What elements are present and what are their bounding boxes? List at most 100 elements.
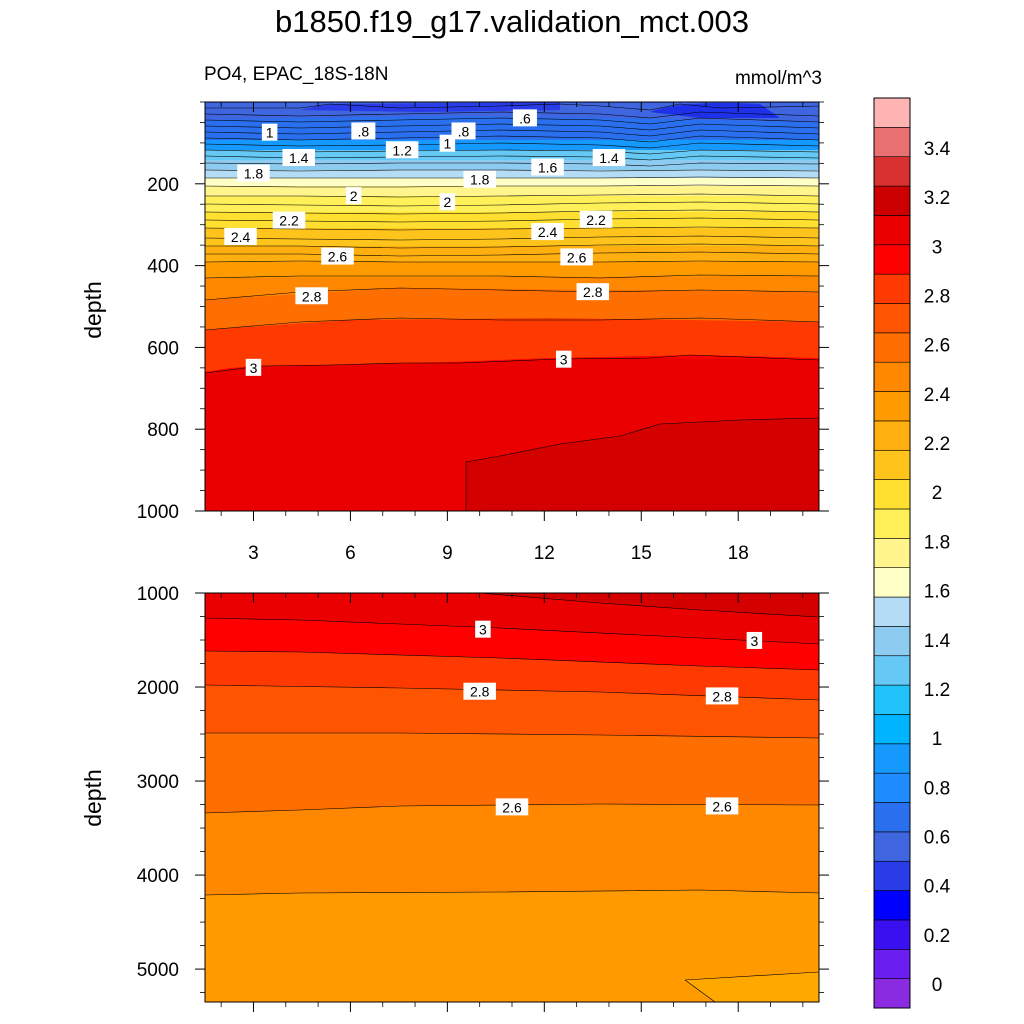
contour-label: 2.8	[583, 284, 603, 300]
colorbar-swatch	[873, 860, 911, 891]
y-tick-label: 1000	[137, 502, 179, 523]
y-tick-label: 4000	[137, 866, 179, 887]
x-tick-label: 18	[728, 543, 749, 564]
contour-label: 1.8	[244, 166, 264, 182]
variable-region-label: PO4, EPAC_18S-18N	[204, 64, 389, 85]
contour-label-box	[592, 149, 626, 167]
contour-label: 1.2	[392, 142, 412, 158]
contour-label: 1.8	[470, 172, 490, 188]
contour-label-box	[245, 358, 262, 376]
colorbar-swatch	[873, 538, 911, 568]
contour-label: 1.4	[289, 150, 309, 166]
colorbar-label: 2	[932, 483, 943, 504]
colorbar-swatch	[873, 508, 911, 539]
units-label: mmol/m^3	[734, 68, 822, 89]
contour-label: 2.8	[470, 684, 490, 700]
colorbar-swatch	[873, 332, 911, 363]
colorbar-label: 0.8	[924, 778, 950, 799]
contour-label: 2.6	[502, 799, 522, 815]
contour-label-box	[531, 158, 564, 176]
contour-label: 2	[443, 194, 451, 210]
colorbar-swatch	[873, 273, 911, 304]
contour-label: 3	[750, 633, 758, 649]
contour-label-box	[475, 620, 491, 638]
contour-label: 2.6	[328, 249, 348, 265]
contour-label: 1	[443, 136, 451, 152]
contour-label-box	[385, 141, 419, 159]
contour-label-box	[321, 247, 354, 265]
x-tick-label: 6	[345, 543, 356, 564]
contour-label: .8	[458, 123, 470, 139]
x-tick-label: 15	[631, 543, 652, 564]
upper-panel-fill	[205, 102, 819, 511]
colorbar-label: 3.2	[924, 188, 950, 209]
colorbar-label: 1.2	[924, 680, 950, 701]
colorbar-label: 2.8	[924, 287, 950, 308]
colorbar-swatch	[873, 156, 911, 187]
contour-label-box	[579, 210, 613, 228]
contour-label: 2.8	[712, 688, 732, 704]
colorbar-label: 1.8	[924, 532, 950, 553]
contour-label-box	[705, 687, 739, 705]
contour-label: .8	[358, 123, 370, 139]
colorbar-label: 1.4	[924, 631, 951, 652]
x-tick-label: 3	[248, 543, 259, 564]
colorbar-label: 1.6	[924, 582, 950, 603]
contour-label-box	[224, 227, 257, 245]
colorbar-swatch	[873, 684, 911, 715]
y-tick-label: 800	[147, 420, 179, 441]
contour-label: 2.4	[231, 229, 251, 245]
contour-label-box	[295, 287, 328, 305]
contour-label-box	[345, 187, 362, 205]
colorbar-swatch	[873, 831, 911, 862]
colorbar-swatch	[873, 596, 911, 627]
contour-label-box	[261, 123, 278, 141]
contour-label-box	[560, 248, 593, 266]
x-tick-label: 12	[534, 543, 555, 564]
colorbar-swatch	[873, 978, 911, 1009]
colorbar-label: 1	[932, 729, 943, 750]
contour-label: 2	[350, 188, 358, 204]
contour-label: 3	[250, 360, 258, 376]
colorbar-frame	[873, 97, 911, 1009]
colorbar-swatch	[873, 919, 911, 950]
colorbar-swatch	[873, 361, 911, 392]
contour-label: 2.4	[538, 224, 558, 240]
contour-label: 3	[560, 352, 568, 368]
contour-label: 3	[479, 622, 487, 638]
colorbar-swatch	[873, 420, 911, 451]
contour-label: 2.2	[586, 212, 606, 228]
colorbar-label: 3	[932, 237, 943, 258]
contour-label-box	[576, 283, 610, 301]
contour-label: 1.4	[599, 150, 619, 166]
colorbar-swatch	[873, 303, 911, 334]
contour-label-box	[351, 122, 376, 140]
y-tick-label: 200	[147, 175, 179, 196]
contour-label: 2.8	[302, 288, 322, 304]
colorbar-swatch	[873, 626, 911, 657]
y-tick-label: 1000	[137, 584, 179, 605]
colorbar-swatch	[873, 948, 911, 979]
contour-label-box	[282, 149, 315, 167]
colorbar-label: 0.6	[924, 827, 950, 848]
colorbar-swatch	[873, 479, 911, 510]
contour-label-box	[531, 223, 564, 241]
colorbar-swatch	[873, 714, 911, 745]
contour-label-box	[439, 134, 456, 152]
contour-label: 2.6	[712, 798, 732, 814]
colorbar-swatch	[873, 215, 911, 246]
contour-label-box	[512, 109, 537, 127]
contour-label-box	[272, 211, 306, 229]
lower-contour-lines	[205, 593, 819, 1002]
colorbar-swatch	[873, 391, 911, 422]
x-tick-label: 9	[442, 543, 453, 564]
y-tick-label: 400	[147, 257, 179, 278]
y-axis-label: depth	[80, 769, 106, 827]
colorbar-swatch	[873, 772, 911, 803]
lower-panel-fill	[205, 593, 819, 1002]
colorbar-swatch	[873, 567, 911, 598]
y-axis-label: depth	[80, 281, 106, 339]
